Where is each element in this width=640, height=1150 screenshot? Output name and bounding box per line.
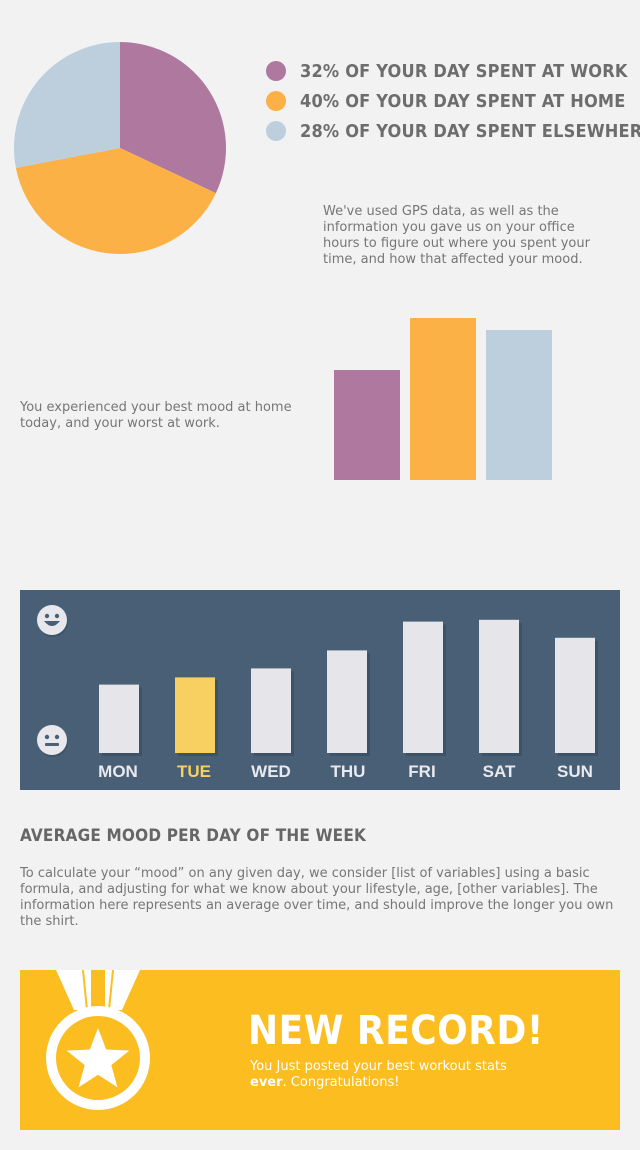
- day-label-sat: SAT: [482, 762, 516, 781]
- week-bar-fri: [403, 621, 443, 753]
- place-bar-elsewhere: [486, 330, 552, 480]
- mood-summary-text: You experienced your best mood at home t…: [20, 400, 292, 431]
- day-label-fri: FRI: [408, 762, 436, 781]
- day-label-mon: MON: [98, 762, 138, 781]
- legend-swatch-home: [266, 91, 286, 111]
- new-record-title: NEW RECORD!: [248, 1008, 544, 1054]
- time-split-pie-chart: [14, 42, 226, 254]
- legend-label-home: 40% of your day spent at home: [300, 90, 626, 112]
- weekly-mood-bars: [99, 619, 598, 756]
- new-record-message-end: . Congratulations!: [282, 1075, 400, 1090]
- average-mood-title: Average mood per day of the week: [20, 826, 367, 846]
- pie-slice-home: [15, 148, 216, 254]
- legend-label-work: 32% of your day spent at work: [300, 60, 628, 82]
- place-bar-home: [410, 318, 476, 480]
- legend-item-home: 40% of your day spent at home: [266, 89, 626, 113]
- average-mood-explanation: To calculate your “mood” on any given da…: [20, 866, 614, 929]
- new-record-message-start: You Just posted your best workout stats: [250, 1059, 507, 1074]
- legend-swatch-elsewhere: [266, 121, 286, 141]
- medal-star-icon: [46, 970, 150, 1110]
- legend-label-elsewhere: 28% of your day spent elsewhere: [300, 120, 640, 142]
- new-record-message: You Just posted your best workout stats …: [250, 1059, 530, 1091]
- new-record-message-emphasis: ever: [250, 1075, 283, 1090]
- week-bar-mon: [99, 684, 139, 753]
- place-bar-work: [334, 370, 400, 480]
- day-label-wed: WED: [251, 762, 291, 781]
- pie-slice-work: [120, 42, 226, 194]
- day-label-sun: SUN: [557, 762, 593, 781]
- week-bar-tue: [175, 677, 215, 753]
- gps-explanation-text: We've used GPS data, as well as the info…: [323, 204, 590, 267]
- legend-swatch-work: [266, 61, 286, 81]
- day-label-tue: TUE: [177, 762, 211, 781]
- week-bar-sun: [555, 637, 595, 753]
- weekly-mood-chart: MON TUE WED THU FRI SAT SUN: [20, 590, 620, 790]
- neutral-face-icon: [37, 725, 68, 757]
- legend-item-work: 32% of your day spent at work: [266, 59, 628, 83]
- new-record-banner: NEW RECORD! You Just posted your best wo…: [20, 970, 620, 1130]
- week-bar-wed: [251, 668, 291, 753]
- week-bar-sat: [479, 619, 519, 753]
- week-bar-thu: [327, 650, 367, 753]
- mood-by-place-bar-chart: [334, 318, 552, 480]
- pie-slice-elsewhere: [14, 42, 120, 168]
- legend-item-elsewhere: 28% of your day spent elsewhere: [266, 119, 640, 143]
- happy-face-icon: [37, 605, 68, 637]
- day-label-thu: THU: [330, 762, 366, 781]
